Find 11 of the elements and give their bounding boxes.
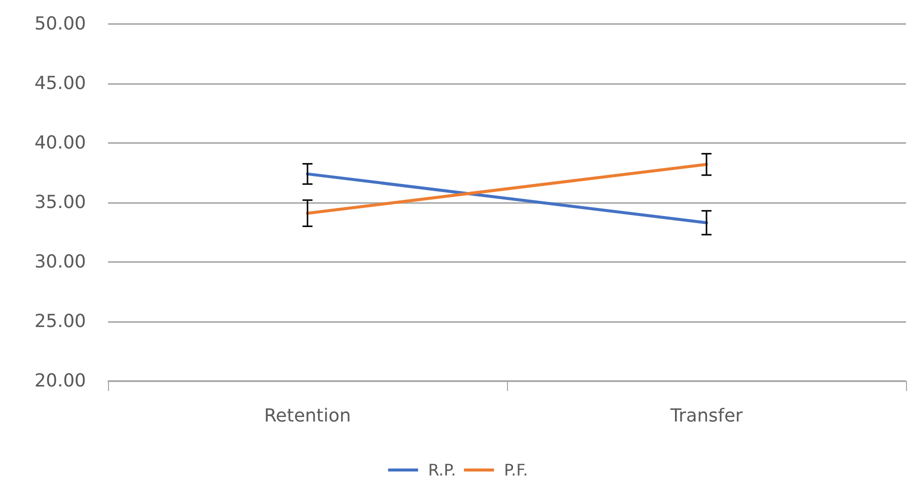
- y-tick-label: 40.00: [34, 132, 86, 154]
- legend-label: P.F.: [504, 460, 528, 480]
- y-tick-label: 45.00: [34, 73, 86, 94]
- y-tick-label: 20.00: [34, 370, 86, 392]
- y-tick-label: 50.00: [34, 14, 86, 34]
- y-tick-label: 35.00: [34, 192, 86, 213]
- legend-label: R.P.: [428, 460, 456, 480]
- y-tick-label: 30.00: [34, 252, 86, 272]
- x-tick-label: Retention: [264, 406, 351, 426]
- x-tick-label: Transfer: [669, 406, 744, 426]
- y-tick-label: 25.00: [34, 311, 86, 332]
